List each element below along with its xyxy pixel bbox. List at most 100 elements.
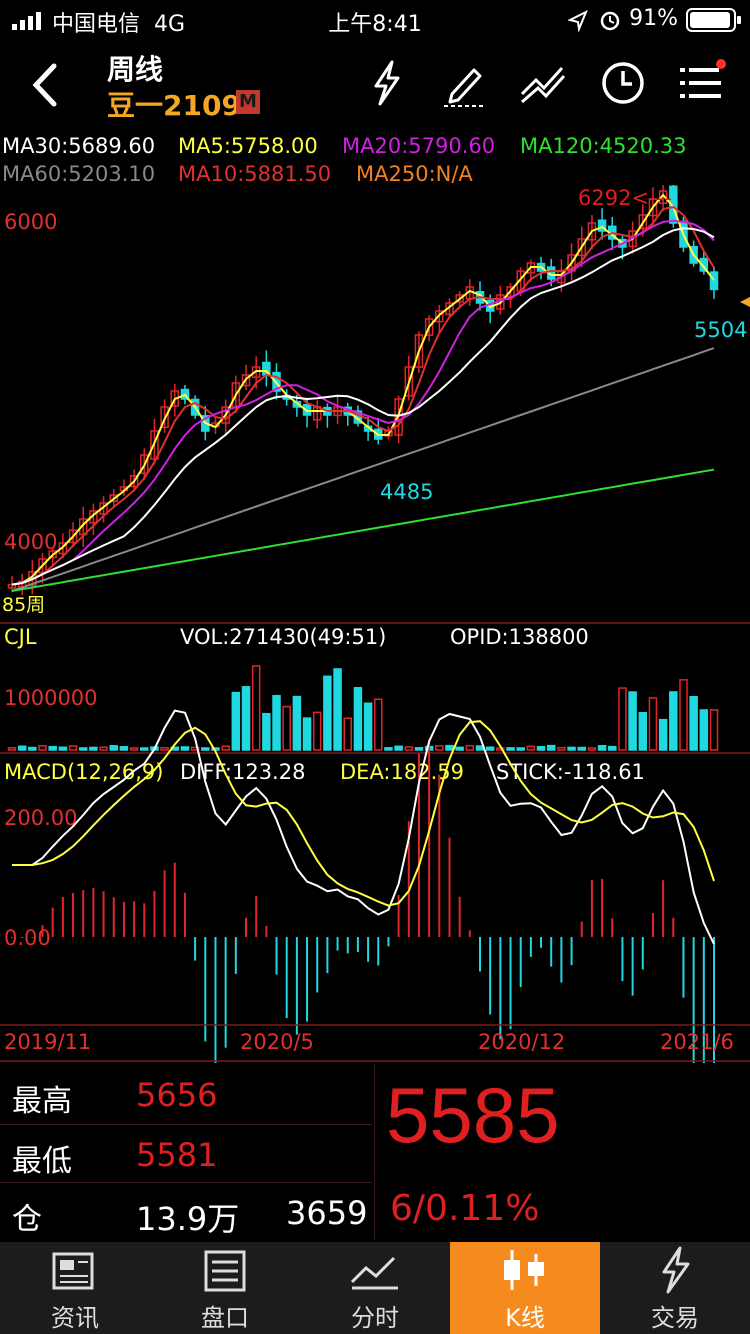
quote-panel: 最高 5656 最低 5581 仓 13.9万 3659 5585 6/0.11… (0, 1064, 750, 1240)
candle-body (597, 219, 607, 232)
macd-bar (173, 862, 176, 937)
high-value: 5656 (136, 1076, 218, 1114)
volume-bar (699, 709, 709, 751)
candles (7, 185, 719, 596)
tab-timeshare[interactable]: 分时 (300, 1242, 450, 1334)
volume-bar (506, 747, 515, 751)
ma5-label: MA5:5758.00 (178, 134, 318, 158)
volume-axis-label: 1000000 (4, 686, 98, 710)
lightning-icon[interactable] (362, 58, 412, 108)
last-annotation: 5504 (694, 318, 747, 342)
volume-bar (119, 746, 129, 751)
macd-label: MACD(12,26,9) (4, 760, 164, 784)
contract-name[interactable]: 豆一2109 (107, 89, 241, 122)
volume-bar (536, 745, 546, 751)
kline-chart[interactable]: 6000 4000 85周 6292<--- 4485 5504 CJL VOL… (0, 185, 750, 1063)
indicator-icon[interactable] (518, 58, 568, 108)
volume-bar (455, 746, 464, 751)
macd-bar (82, 890, 85, 937)
candle-body (58, 542, 68, 555)
volume-bar (404, 746, 414, 751)
low-value: 5581 (136, 1136, 218, 1174)
volume-bar (485, 746, 495, 751)
tab-orderbook[interactable]: 盘口 (150, 1242, 300, 1334)
volume-bar (343, 717, 352, 751)
price-axis-label-4000: 4000 (4, 530, 57, 554)
volume-bar (323, 675, 332, 751)
tab-kline[interactable]: K线 (450, 1242, 600, 1334)
ma60-label: MA60:5203.10 (2, 162, 156, 186)
last-price: 5585 (386, 1071, 560, 1159)
volume-bar (48, 745, 57, 751)
tab-trade[interactable]: 交易 (600, 1242, 750, 1334)
cjl-label: CJL (4, 625, 37, 649)
macd-bar (51, 907, 54, 937)
volume-bar (658, 718, 668, 751)
volume-bar (89, 746, 98, 751)
volume-bar (109, 745, 118, 751)
macd-bar (448, 837, 451, 937)
tab-news[interactable]: 资讯 (0, 1242, 150, 1334)
macd-bar (540, 937, 543, 948)
candle-body (129, 475, 139, 488)
orderbook-icon (204, 1250, 246, 1292)
macd-bar (692, 937, 695, 1063)
macd-bar (346, 937, 349, 954)
ma120-label: MA120:4520.33 (520, 134, 687, 158)
header: 周线 豆一2109 M (0, 40, 750, 130)
news-icon (52, 1252, 94, 1290)
volume-bar (282, 705, 291, 751)
candle-body (140, 454, 149, 474)
volume-bar (28, 746, 37, 751)
volume-bar (445, 744, 454, 751)
volume-bars (7, 665, 719, 751)
draw-pen-icon[interactable] (440, 58, 490, 108)
macd-bars (11, 739, 715, 1063)
candle-body (160, 406, 169, 429)
macd-axis-label-200: 200.00 (4, 806, 77, 830)
volume-bar (129, 747, 139, 751)
macd-bar (458, 896, 461, 937)
candlestick-icon (504, 1250, 544, 1290)
clock-icon[interactable] (598, 58, 648, 108)
clock: 上午8:41 (328, 12, 422, 37)
price-axis-label-6000: 6000 (4, 210, 57, 234)
volume-bar (353, 687, 363, 751)
period-title: 周线 (107, 53, 164, 86)
volume-bar (648, 697, 658, 751)
macd-bar (407, 821, 410, 937)
volume-bar (68, 745, 78, 751)
volume-bar (7, 747, 17, 751)
volume-bar (557, 746, 566, 751)
macd-bar (590, 880, 593, 937)
volume-bar (608, 745, 617, 751)
ma20-label: MA20:5790.60 (342, 134, 496, 158)
volume-bar (251, 665, 261, 751)
menu-icon[interactable] (676, 58, 726, 108)
candle-body (99, 502, 108, 515)
candle-body (109, 494, 118, 503)
back-icon[interactable] (28, 62, 62, 108)
volume-bar (577, 746, 586, 751)
volume-bar (374, 698, 383, 751)
macd-bar (367, 937, 370, 962)
macd-bar (499, 937, 502, 1040)
macd-bar (356, 937, 359, 953)
tab-news-label: 资讯 (51, 1304, 99, 1332)
candle-body (241, 374, 251, 387)
macd-bar (621, 937, 624, 982)
candle-body (414, 334, 424, 368)
volume-bar (78, 747, 88, 751)
volume-bar (669, 691, 678, 751)
macd-bar (61, 896, 64, 937)
date-label-1: 2019/11 (4, 1030, 91, 1054)
tab-trade-label: 交易 (651, 1304, 699, 1332)
macd-bar (245, 917, 247, 937)
candle-body (587, 222, 597, 241)
macd-bar (387, 937, 390, 947)
macd-bar (163, 870, 166, 937)
volume-bar (618, 687, 627, 751)
volume-bar (546, 744, 556, 751)
macd-bar (102, 891, 105, 937)
volume-bar (333, 668, 342, 751)
